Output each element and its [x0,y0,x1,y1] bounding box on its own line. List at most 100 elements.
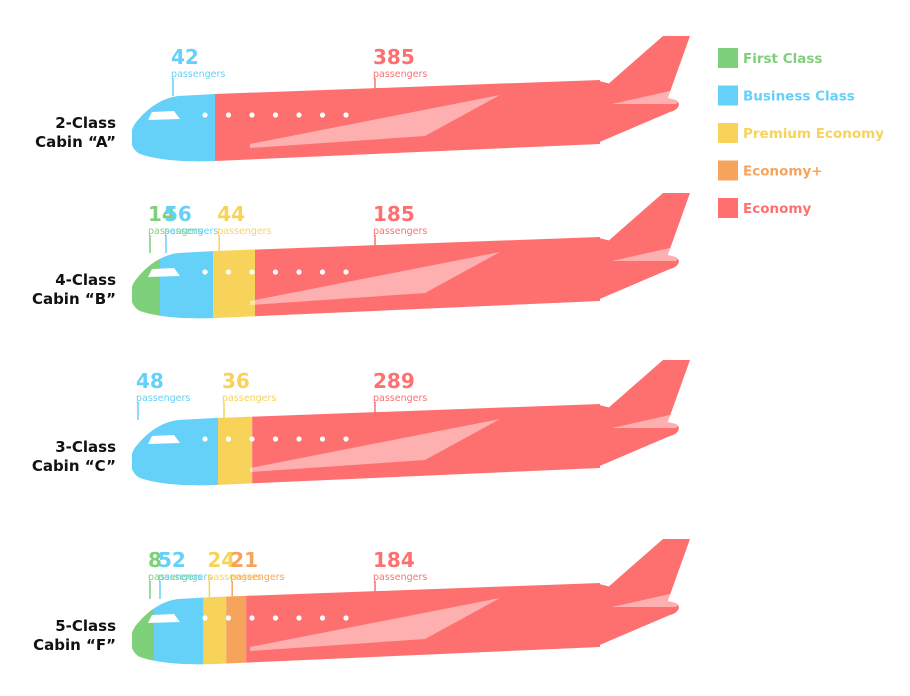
value-unit: passengers [217,226,271,237]
tail-cone [595,80,679,144]
cabin-window [296,436,302,442]
value-number: 8 [148,548,162,572]
plane-label-line2: Cabin “A” [35,133,116,151]
cabin-window [272,112,279,118]
cockpit-window [148,268,180,277]
legend-swatch [718,198,738,218]
cabin-window [202,112,208,118]
wing [250,419,500,472]
value-number: 44 [217,202,245,226]
legend: First Class Business Class Premium Economy… [718,48,884,218]
legend-label: First Class [743,51,822,67]
segment-economy [226,583,247,665]
legend-item-economy: Economy+ [718,160,823,181]
legend-label: Economy [743,201,811,217]
fuselage [132,404,601,486]
cabin-window [225,269,232,275]
value-unit: passengers [148,226,202,237]
cockpit-window [148,435,180,444]
cabin-window [296,269,302,275]
value-number: 42 [171,45,199,69]
cabin-window [343,112,349,118]
stabilizer [612,86,692,104]
wing [250,252,500,305]
cabin-window [343,269,349,275]
value-unit: passengers [158,572,212,583]
cabin-window [296,615,302,621]
plane-3: 48passengers36passengers289passengers3-C… [32,360,692,486]
value-number: 14 [148,202,176,226]
plane-label-line1: 5-Class [55,617,116,635]
legend-swatch [718,48,738,68]
stabilizer [612,410,692,428]
legend-swatch [718,123,738,143]
legend-label: Economy+ [743,164,823,180]
value-number: 56 [164,202,192,226]
tail-cone [595,583,679,647]
segment-premium-economy [203,583,227,665]
value-unit: passengers [230,572,284,583]
value-number: 21 [230,548,258,572]
cabin-window [296,112,302,118]
cabin-window [319,615,326,621]
value-unit: passengers [171,69,225,80]
cabin-window [343,436,349,442]
cabin-window [319,436,326,442]
legend-item-business-class: Business Class [718,85,855,106]
value-unit: passengers [148,572,202,583]
cockpit-window [148,111,180,120]
wing [250,95,500,148]
value-number: 52 [158,548,186,572]
value-number: 289 [373,369,415,393]
wing [250,598,500,651]
cabin-window [225,615,232,621]
value-number: 185 [373,202,415,226]
value-unit: passengers [373,226,427,237]
stabilizer [612,243,692,261]
value-unit: passengers [222,393,276,404]
cockpit-window [148,614,180,623]
cabin-window [202,615,208,621]
cabin-window [249,436,255,442]
plane-label-line2: Cabin “F” [33,636,116,654]
value-unit: passengers [164,226,218,237]
value-unit: passengers [373,393,427,404]
tail-cone [595,404,679,468]
value-unit: passengers [373,69,427,80]
plane-label-line1: 2-Class [55,114,116,132]
plane-label-line1: 4-Class [55,271,116,289]
cabin-window [225,436,232,442]
cabin-window [249,112,255,118]
plane-label-line1: 3-Class [55,438,116,456]
cabin-window [319,112,326,118]
value-number: 36 [222,369,250,393]
legend-swatch [718,160,738,181]
cabin-window [202,269,208,275]
stabilizer [612,589,692,607]
plane-2: 14passengers56passengers44passengers185p… [32,193,692,319]
plane-4: 8passengers52passengers24passengers21pas… [33,539,692,665]
legend-item-economy: Economy [718,198,811,218]
cabin-window [272,436,279,442]
cabin-window [249,269,255,275]
value-unit: passengers [207,572,261,583]
cabin-window [272,269,279,275]
plane-label-line2: Cabin “C” [32,457,116,475]
